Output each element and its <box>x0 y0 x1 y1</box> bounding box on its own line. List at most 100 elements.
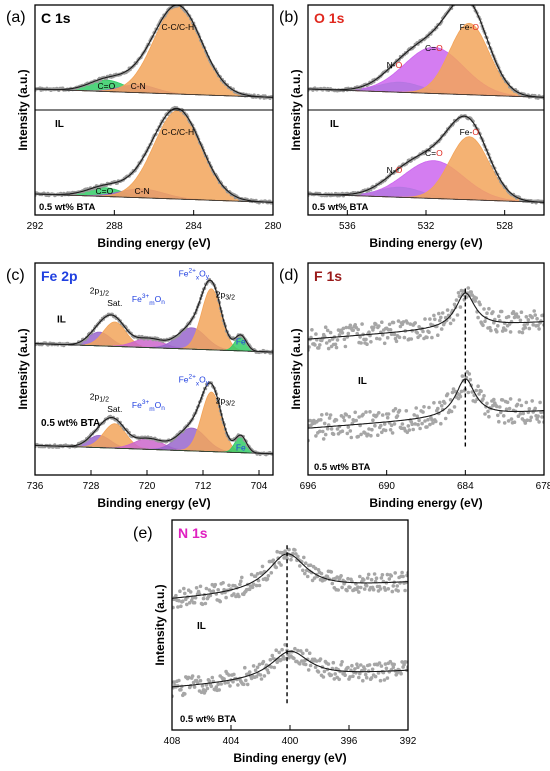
data-point <box>397 335 402 340</box>
data-point <box>537 327 541 331</box>
peak-label: Fe2+xOy <box>179 373 210 387</box>
data-point <box>359 663 363 667</box>
data-point <box>255 572 260 576</box>
data-point <box>360 322 364 326</box>
panel-b: (b) 536 532 528 Binding energy (eV) Intensity… <box>279 0 545 250</box>
data-point <box>310 328 314 332</box>
data-point <box>322 421 327 426</box>
peak-label: 2p1/2 <box>90 285 109 297</box>
data-point <box>227 583 231 588</box>
data-point <box>340 660 344 664</box>
data-point <box>333 672 338 676</box>
data-point <box>356 434 361 439</box>
data-point <box>373 674 378 679</box>
data-point <box>502 421 507 425</box>
peak-label: C-C/C-H <box>162 127 195 137</box>
data-point <box>304 568 309 573</box>
data-point <box>492 320 496 325</box>
data-point <box>377 411 381 415</box>
data-point <box>179 687 183 692</box>
plot-area <box>35 5 273 205</box>
data-point <box>331 660 336 665</box>
data-point <box>313 343 317 347</box>
data-point <box>172 605 175 610</box>
data-point <box>348 323 353 328</box>
data-point <box>414 406 419 410</box>
peak-label: 2p3/2 <box>216 396 235 408</box>
data-point <box>461 289 466 293</box>
data-point <box>421 410 425 414</box>
data-point <box>312 576 317 580</box>
data-point <box>456 0 459 2</box>
data-point <box>376 671 381 675</box>
data-point <box>527 326 532 331</box>
data-point <box>404 660 408 664</box>
data-point <box>325 574 330 579</box>
peak-label: 2p3/2 <box>216 290 235 302</box>
y-axis-label: Intensity (a.u.) <box>289 69 303 150</box>
data-point <box>449 409 454 414</box>
data-point <box>427 330 431 335</box>
data-point <box>386 412 391 416</box>
x-tick-label: 728 <box>83 481 100 492</box>
data-point <box>193 595 198 600</box>
data-point <box>353 667 357 671</box>
data-point <box>358 574 362 579</box>
fit-component <box>35 5 273 98</box>
data-point <box>303 561 308 565</box>
data-point <box>218 599 222 604</box>
x-tick-label: 532 <box>418 221 435 232</box>
data-point <box>355 331 360 336</box>
x-axis-label: Binding energy (eV) <box>233 751 346 765</box>
data-point <box>198 678 203 683</box>
data-point <box>247 670 252 674</box>
panel-c: (c) 736 728 720 712 704 Binding energy (eV) Int… <box>6 262 274 510</box>
data-point <box>511 310 516 314</box>
data-point <box>321 429 325 434</box>
data-point <box>243 665 247 670</box>
data-point <box>402 662 406 667</box>
data-point <box>317 346 321 350</box>
data-point <box>380 320 384 325</box>
data-point <box>253 668 258 673</box>
sample-label-bta: 0.5 wt% BTA <box>41 418 100 429</box>
plot-area <box>308 286 544 443</box>
data-point <box>313 665 318 669</box>
panel-title: Fe 2p <box>41 268 78 284</box>
data-point <box>334 345 339 350</box>
series-bta <box>308 370 544 443</box>
data-point <box>388 428 393 432</box>
data-point <box>369 340 373 344</box>
series-bta <box>308 114 544 205</box>
background-line <box>35 88 273 98</box>
data-point <box>389 574 394 578</box>
data-point <box>269 665 274 669</box>
data-point <box>379 664 384 668</box>
data-point <box>391 320 396 325</box>
data-point <box>314 659 319 663</box>
data-point <box>377 324 381 328</box>
data-point <box>253 574 258 578</box>
panel-title: C 1s <box>41 10 71 26</box>
data-point <box>198 584 203 589</box>
data-point <box>425 335 429 340</box>
x-tick-label: 392 <box>400 736 417 747</box>
data-point <box>320 413 324 417</box>
fit-line <box>308 378 544 429</box>
data-point <box>231 679 235 684</box>
data-point <box>208 593 213 598</box>
data-point <box>370 667 375 672</box>
data-point <box>525 322 530 326</box>
data-point <box>345 588 349 593</box>
data-point <box>427 405 431 410</box>
data-point <box>266 670 271 675</box>
data-point <box>343 344 348 349</box>
data-point <box>362 587 367 591</box>
data-point <box>438 400 442 405</box>
data-point <box>359 585 363 590</box>
data-point <box>283 549 287 553</box>
fit-line <box>172 650 408 688</box>
data-point <box>359 341 363 345</box>
panel-letter: (d) <box>279 267 299 284</box>
plot-frame <box>307 262 545 476</box>
